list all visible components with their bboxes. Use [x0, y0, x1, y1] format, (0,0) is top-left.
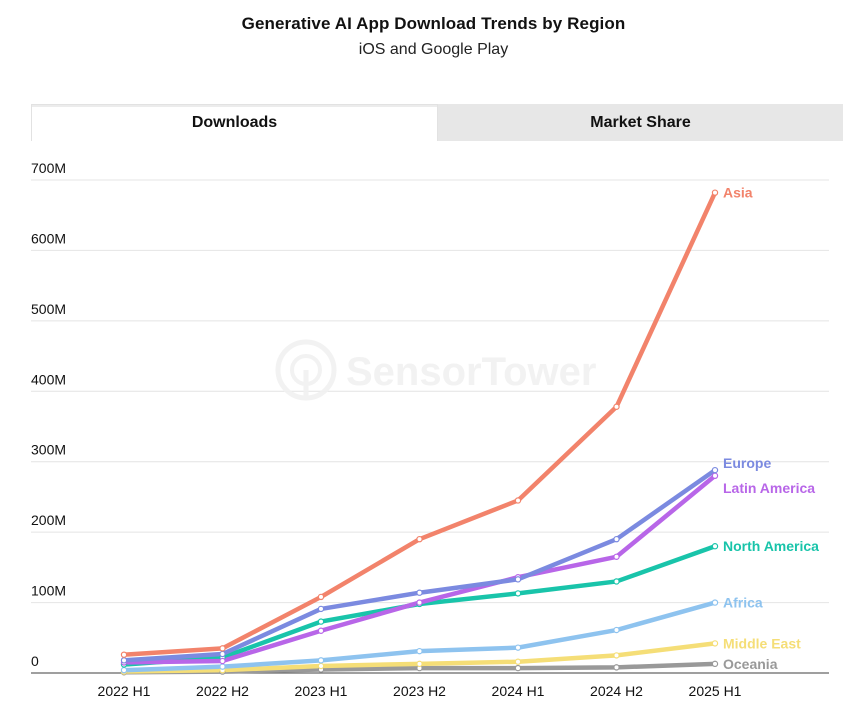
- y-tick-label: 100M: [31, 583, 66, 599]
- data-point[interactable]: [219, 657, 226, 665]
- x-tick-label: 2023 H2: [393, 683, 446, 699]
- series-line-latin-america[interactable]: [121, 473, 718, 665]
- data-point[interactable]: [219, 650, 226, 658]
- data-point[interactable]: [613, 664, 620, 671]
- data-point[interactable]: [613, 403, 620, 410]
- data-point[interactable]: [120, 666, 128, 674]
- y-tick-label: 200M: [31, 512, 66, 528]
- data-point[interactable]: [613, 626, 620, 634]
- series-label: Africa: [723, 595, 763, 611]
- data-point[interactable]: [711, 189, 719, 196]
- data-point[interactable]: [317, 627, 325, 634]
- x-tick-label: 2025 H1: [689, 683, 742, 699]
- data-point[interactable]: [416, 647, 423, 655]
- y-tick-label: 500M: [31, 301, 66, 317]
- data-point[interactable]: [317, 605, 325, 613]
- data-point[interactable]: [613, 652, 620, 659]
- y-tick-label: 0: [31, 653, 39, 669]
- tab-market-share[interactable]: Market Share: [438, 104, 843, 141]
- tab-downloads[interactable]: Downloads: [31, 104, 438, 141]
- data-point[interactable]: [416, 589, 423, 596]
- series-label: Europe: [723, 455, 771, 471]
- series-label: North America: [723, 538, 819, 554]
- data-point[interactable]: [613, 553, 620, 560]
- data-point[interactable]: [613, 535, 620, 543]
- x-tick-label: 2024 H2: [590, 683, 643, 699]
- view-tabs: Downloads Market Share: [31, 104, 843, 141]
- data-point[interactable]: [317, 662, 325, 670]
- data-point[interactable]: [514, 664, 522, 672]
- y-tick-label: 700M: [31, 160, 66, 176]
- series-label: Middle East: [723, 635, 801, 651]
- series-points: [120, 189, 719, 676]
- data-point[interactable]: [514, 658, 522, 665]
- data-point[interactable]: [416, 535, 423, 543]
- watermark-text: SensorTower: [346, 350, 596, 394]
- data-point[interactable]: [317, 618, 325, 625]
- x-tick-label: 2022 H1: [98, 683, 151, 699]
- data-point[interactable]: [711, 640, 719, 647]
- y-tick-label: 600M: [31, 230, 66, 246]
- data-point[interactable]: [219, 645, 226, 652]
- data-point[interactable]: [514, 576, 522, 583]
- data-point[interactable]: [317, 593, 325, 601]
- x-tick-label: 2023 H1: [295, 683, 348, 699]
- data-point[interactable]: [711, 466, 719, 474]
- y-tick-label: 300M: [31, 442, 66, 458]
- chart-title: Generative AI App Download Trends by Reg…: [241, 14, 626, 33]
- x-axis: 2022 H1 2022 H2 2023 H1 2023 H2 2024 H1 2024 …: [98, 683, 742, 699]
- x-tick-label: 2022 H2: [196, 683, 249, 699]
- data-point[interactable]: [120, 651, 128, 658]
- data-point[interactable]: [613, 578, 620, 585]
- series-line-asia[interactable]: [121, 190, 718, 657]
- data-point[interactable]: [514, 590, 522, 597]
- series-label: Asia: [723, 185, 753, 201]
- data-point[interactable]: [711, 660, 719, 668]
- y-axis: 0 100M 200M 300M 400M 500M 600M 700M: [31, 160, 66, 669]
- data-point[interactable]: [416, 660, 423, 668]
- data-point[interactable]: [514, 497, 522, 504]
- data-point[interactable]: [219, 663, 226, 670]
- watermark: SensorTower: [275, 339, 596, 401]
- series-label: Latin America: [723, 480, 815, 496]
- chart-subtitle: iOS and Google Play: [358, 41, 509, 58]
- data-point[interactable]: [120, 657, 128, 664]
- x-tick-label: 2024 H1: [492, 683, 545, 699]
- data-point[interactable]: [711, 472, 719, 479]
- series-line-europe[interactable]: [121, 467, 718, 663]
- data-point[interactable]: [514, 644, 522, 651]
- series-labels: Asia Europe Latin America North America Afri…: [723, 185, 819, 672]
- data-point[interactable]: [416, 599, 423, 606]
- series-label: Oceania: [723, 656, 778, 672]
- data-point[interactable]: [317, 657, 325, 664]
- data-point[interactable]: [711, 599, 719, 606]
- data-point[interactable]: [711, 543, 719, 550]
- y-tick-label: 400M: [31, 371, 66, 387]
